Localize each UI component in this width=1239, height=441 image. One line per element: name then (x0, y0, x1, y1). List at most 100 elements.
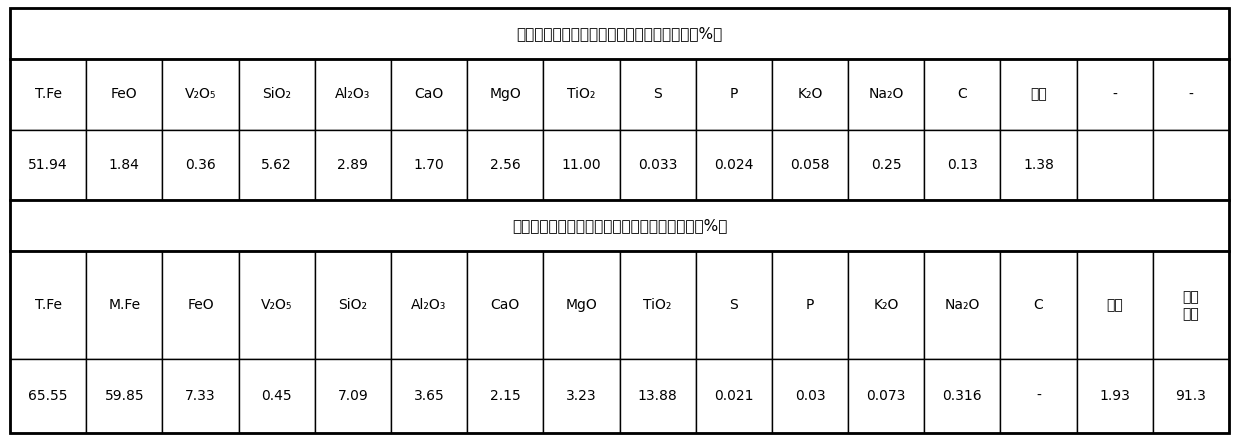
Text: -: - (1188, 87, 1193, 101)
Bar (924, 130, 1000, 200)
Bar (467, 59, 544, 130)
Bar (1000, 130, 1077, 200)
Bar (772, 359, 847, 433)
Text: K₂O: K₂O (797, 87, 823, 101)
Text: 0.021: 0.021 (714, 389, 753, 403)
Bar (847, 359, 924, 433)
Text: 0.25: 0.25 (871, 158, 902, 172)
Text: Na₂O: Na₂O (944, 299, 980, 312)
Text: Na₂O: Na₂O (869, 87, 903, 101)
Bar (10, 130, 87, 200)
Bar (924, 251, 1000, 359)
Bar (10, 251, 87, 359)
Text: 59.85: 59.85 (104, 389, 144, 403)
Bar (467, 251, 544, 359)
Text: P: P (730, 87, 738, 101)
Text: Al₂O₃: Al₂O₃ (411, 299, 447, 312)
Text: 0.058: 0.058 (790, 158, 830, 172)
Text: 13.88: 13.88 (638, 389, 678, 403)
Bar (162, 359, 239, 433)
Bar (239, 251, 315, 359)
Bar (1152, 59, 1229, 130)
Text: 2.15: 2.15 (489, 389, 520, 403)
Bar (392, 59, 467, 130)
Text: 1.38: 1.38 (1023, 158, 1054, 172)
Bar (162, 59, 239, 130)
Text: MgO: MgO (489, 87, 522, 101)
Bar (10, 59, 87, 130)
Text: S: S (653, 87, 662, 101)
Bar (1077, 130, 1152, 200)
Text: 5.62: 5.62 (261, 158, 292, 172)
Text: 还原前钒钛矿球团的化学成分（质量百分比，%）: 还原前钒钛矿球团的化学成分（质量百分比，%） (517, 26, 722, 41)
Text: K₂O: K₂O (873, 299, 898, 312)
Bar (87, 359, 162, 433)
Bar (1152, 359, 1229, 433)
Bar (1152, 130, 1229, 200)
Text: CaO: CaO (491, 299, 520, 312)
Text: 0.45: 0.45 (261, 389, 292, 403)
Text: SiO₂: SiO₂ (338, 299, 367, 312)
Bar (1077, 359, 1152, 433)
Text: V₂O₅: V₂O₅ (261, 299, 292, 312)
Bar (772, 251, 847, 359)
Bar (1000, 359, 1077, 433)
Bar (695, 251, 772, 359)
Text: 0.13: 0.13 (947, 158, 978, 172)
Bar (87, 251, 162, 359)
Bar (695, 59, 772, 130)
Text: 51.94: 51.94 (28, 158, 68, 172)
Text: 其他: 其他 (1030, 87, 1047, 101)
Bar (620, 359, 695, 433)
Bar (1077, 59, 1152, 130)
Bar (847, 59, 924, 130)
Text: T.Fe: T.Fe (35, 299, 62, 312)
Text: 0.316: 0.316 (943, 389, 983, 403)
Text: T.Fe: T.Fe (35, 87, 62, 101)
Bar (620, 251, 695, 359)
Text: C: C (958, 87, 968, 101)
Text: P: P (805, 299, 814, 312)
Bar (924, 359, 1000, 433)
Text: 91.3: 91.3 (1176, 389, 1207, 403)
Text: CaO: CaO (414, 87, 444, 101)
Bar (315, 130, 392, 200)
Bar (467, 359, 544, 433)
Text: 0.033: 0.033 (638, 158, 678, 172)
Bar (1077, 251, 1152, 359)
Text: 1.84: 1.84 (109, 158, 140, 172)
Text: 65.55: 65.55 (28, 389, 68, 403)
Bar (847, 130, 924, 200)
Text: 金属
化率: 金属 化率 (1182, 290, 1199, 321)
Bar (10, 359, 87, 433)
Text: SiO₂: SiO₂ (263, 87, 291, 101)
Text: 0.03: 0.03 (794, 389, 825, 403)
Bar (10, 8, 1229, 59)
Bar (162, 251, 239, 359)
Bar (1000, 251, 1077, 359)
Text: 1.93: 1.93 (1099, 389, 1130, 403)
Bar (544, 251, 620, 359)
Text: FeO: FeO (187, 299, 214, 312)
Text: 0.024: 0.024 (714, 158, 753, 172)
Text: MgO: MgO (565, 299, 597, 312)
Bar (315, 59, 392, 130)
Bar (467, 130, 544, 200)
Bar (1152, 251, 1229, 359)
Bar (544, 130, 620, 200)
Bar (620, 130, 695, 200)
Text: -: - (1036, 389, 1041, 403)
Text: 1.70: 1.70 (414, 158, 445, 172)
Text: 其他: 其他 (1106, 299, 1123, 312)
Text: 3.65: 3.65 (414, 389, 445, 403)
Text: 3.23: 3.23 (566, 389, 597, 403)
Text: Al₂O₃: Al₂O₃ (336, 87, 370, 101)
Text: V₂O₅: V₂O₅ (185, 87, 216, 101)
Text: 还原后钒钛矿海绵铁的化学成分（质量百分比，%）: 还原后钒钛矿海绵铁的化学成分（质量百分比，%） (512, 218, 727, 233)
Bar (1000, 59, 1077, 130)
Bar (239, 59, 315, 130)
Bar (315, 359, 392, 433)
Bar (544, 59, 620, 130)
Bar (544, 359, 620, 433)
Bar (772, 59, 847, 130)
